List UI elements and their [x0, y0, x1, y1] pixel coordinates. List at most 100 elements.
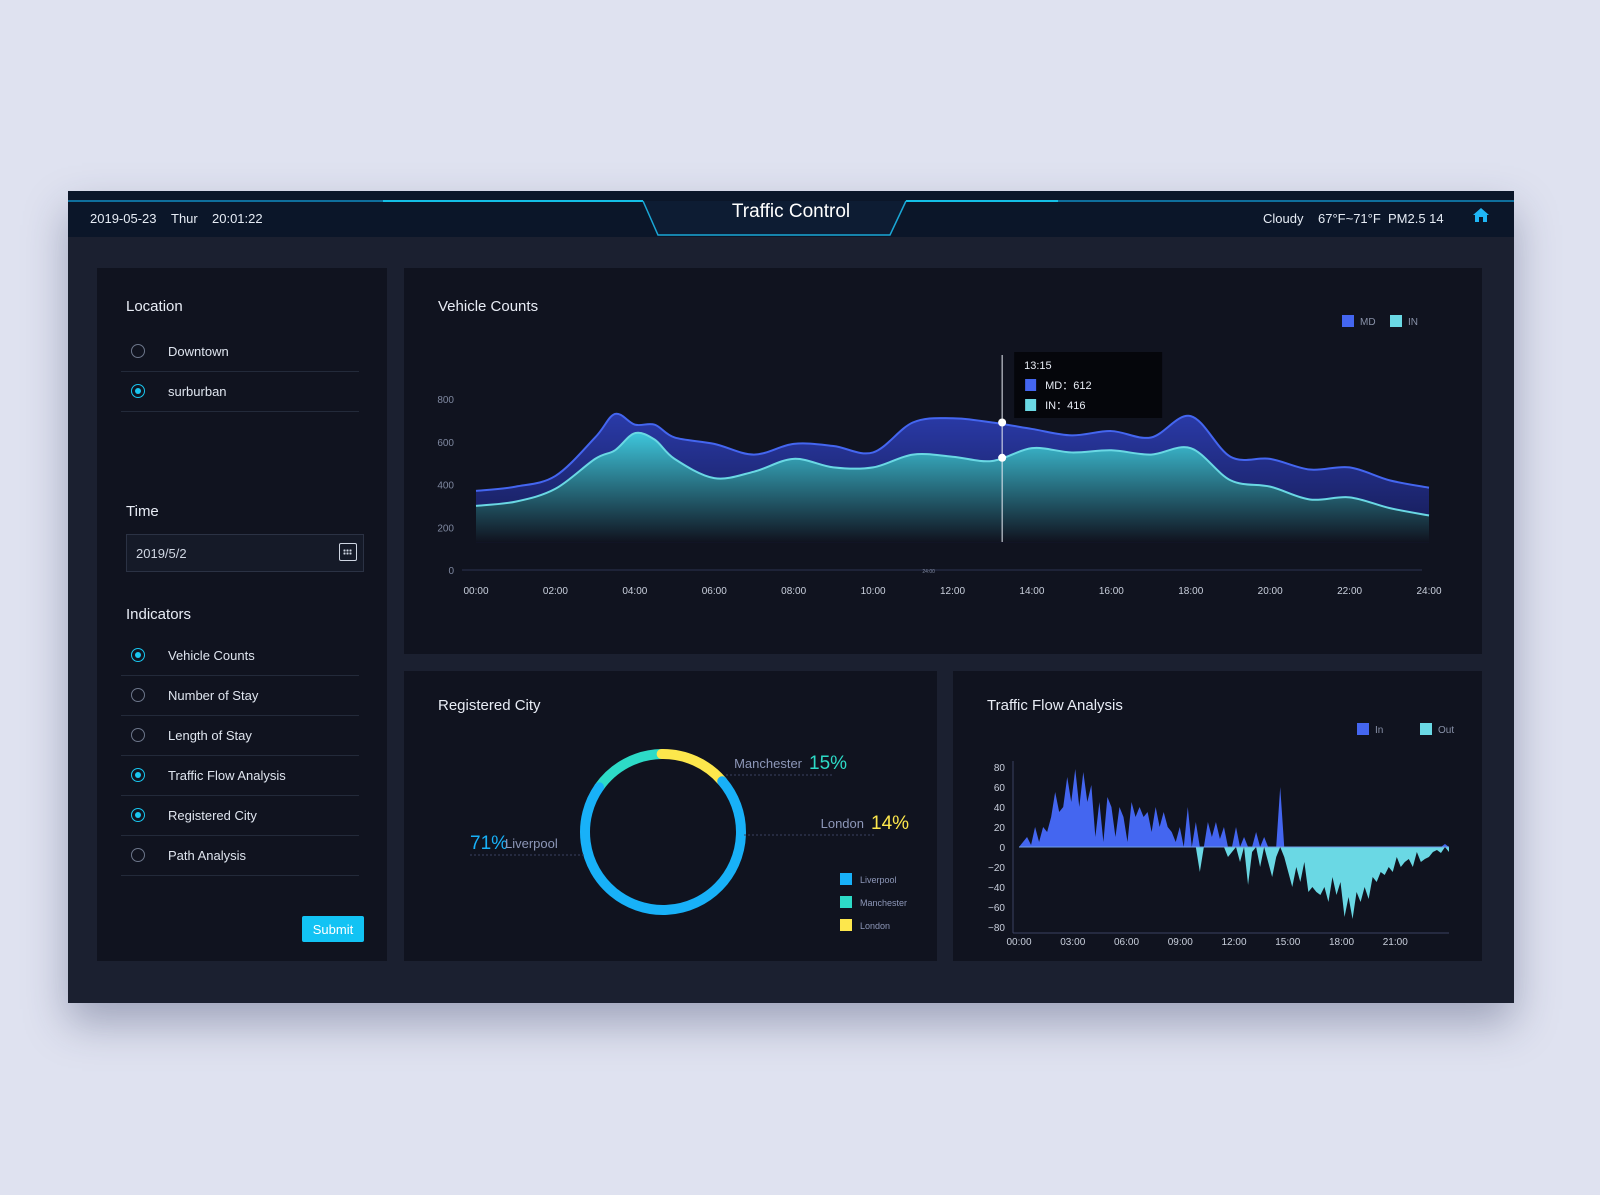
location-option-downtown[interactable]: Downtown	[121, 332, 359, 372]
x-tick-label: 15:00	[1275, 937, 1300, 948]
header-time: 20:01:22	[212, 211, 263, 226]
location-option-suburban[interactable]: surburban	[121, 372, 359, 412]
indicator-option[interactable]: Number of Stay	[121, 676, 359, 716]
page-title: Traffic Control	[731, 201, 851, 222]
option-label: surburban	[168, 384, 227, 399]
indicator-option[interactable]: Path Analysis	[121, 836, 359, 876]
header: 2019-05-23 Thur 20:01:22 Traffic Control…	[68, 191, 1514, 237]
legend-swatch	[840, 873, 852, 885]
y-tick-label: 400	[437, 481, 454, 492]
calendar-icon[interactable]	[339, 543, 357, 561]
y-tick-label: −40	[988, 883, 1005, 894]
y-tick-label: 800	[437, 395, 454, 406]
legend-in: IN	[1390, 315, 1418, 328]
vehicle-counts-title: Vehicle Counts	[438, 298, 539, 315]
x-tick-label: 16:00	[1099, 586, 1124, 597]
x-tick-label: 24:00	[1416, 586, 1441, 597]
donut-slice-manchester	[594, 749, 667, 793]
radio[interactable]	[131, 768, 145, 782]
y-tick-label: 200	[437, 523, 454, 534]
header-weekday: Thur	[171, 211, 198, 226]
x-tick-label: 21:00	[1383, 937, 1408, 948]
x-tick-label: 08:00	[781, 586, 806, 597]
legend-swatch	[1342, 315, 1354, 327]
x-tick-label: 03:00	[1060, 937, 1085, 948]
header-date: 2019-05-23	[90, 211, 157, 226]
option-label: Number of Stay	[168, 688, 259, 703]
temperature: 67°F~71°F	[1318, 211, 1381, 226]
indicator-option[interactable]: Vehicle Counts	[121, 636, 359, 676]
label-manchester: Manchester	[734, 756, 803, 771]
radio[interactable]	[131, 728, 145, 742]
tooltip-point-in	[998, 453, 1007, 462]
x-tick-label: 06:00	[1114, 937, 1139, 948]
indicator-option[interactable]: Traffic Flow Analysis	[121, 756, 359, 796]
tooltip-box	[1014, 352, 1163, 418]
pct-liverpool: 71%	[470, 833, 508, 854]
legend-out: Out	[1420, 723, 1454, 736]
traffic-flow-title: Traffic Flow Analysis	[987, 697, 1123, 714]
submit-button[interactable]: Submit	[302, 916, 364, 942]
y-tick-label: 40	[994, 803, 1006, 814]
date-input[interactable]: 2019/5/2	[126, 534, 364, 572]
radio[interactable]	[131, 688, 145, 702]
x-tick-label: 02:00	[543, 586, 568, 597]
legend-swatch	[1357, 723, 1369, 735]
area-in	[1019, 769, 1449, 847]
tooltip-swatch-in	[1025, 399, 1037, 411]
legend-label: In	[1375, 725, 1384, 736]
area-in	[476, 432, 1429, 543]
option-label: Registered City	[168, 808, 257, 823]
y-tick-label: 20	[994, 823, 1006, 834]
x-tick-label: 06:00	[702, 586, 727, 597]
y-tick-label: 0	[448, 566, 454, 577]
legend-swatch	[1420, 723, 1432, 735]
x-tick-label: 18:00	[1329, 937, 1354, 948]
radio[interactable]	[131, 648, 145, 662]
y-tick-label: 80	[994, 763, 1006, 774]
x-tick-label: 14:00	[1019, 586, 1044, 597]
indicators-title: Indicators	[126, 606, 192, 623]
legend-label: London	[860, 921, 890, 931]
x-tick-label: 22:00	[1337, 586, 1362, 597]
pct-manchester: 15%	[809, 753, 847, 774]
tooltip-md: MD：612	[1045, 380, 1091, 392]
x-tick-label: 04:00	[622, 586, 647, 597]
legend-swatch	[840, 919, 852, 931]
x-tick-label: 10:00	[861, 586, 886, 597]
area-out	[1019, 847, 1449, 919]
axis-note: 24:00	[922, 569, 935, 575]
y-tick-label: −20	[988, 863, 1005, 874]
donut-slice-liverpool	[580, 776, 746, 915]
tooltip: 13:15 MD：612 IN：416	[1014, 352, 1163, 418]
y-tick-label: −80	[988, 923, 1005, 934]
home-icon[interactable]	[1472, 207, 1490, 223]
line-in	[475, 431, 1430, 517]
option-label: Length of Stay	[168, 728, 252, 743]
line-md	[475, 412, 1430, 492]
radio[interactable]	[131, 808, 145, 822]
air-quality: PM2.5 14	[1388, 211, 1444, 226]
option-label: Vehicle Counts	[168, 648, 255, 663]
x-tick-label: 12:00	[1221, 937, 1246, 948]
legend-label: IN	[1408, 317, 1418, 328]
x-tick-label: 18:00	[1178, 586, 1203, 597]
traffic-flow-panel: Traffic Flow Analysis In Out 80 60 40 20 0 −2…	[953, 671, 1482, 961]
indicator-option[interactable]: Registered City	[121, 796, 359, 836]
vehicle-counts-chart: 0 200 400 600 800 24:00 00:00 02:00 04:00 06:00 08…	[437, 352, 1442, 597]
y-tick-label: 600	[437, 438, 454, 449]
x-tick-label: 20:00	[1258, 586, 1283, 597]
legend-swatch	[840, 896, 852, 908]
x-tick-label: 09:00	[1168, 937, 1193, 948]
time-title: Time	[126, 503, 159, 520]
indicator-option[interactable]: Length of Stay	[121, 716, 359, 756]
weather: Cloudy	[1263, 211, 1304, 226]
tooltip-point-md	[998, 418, 1007, 427]
radio[interactable]	[131, 384, 145, 398]
option-label: Traffic Flow Analysis	[168, 768, 286, 783]
option-label: Downtown	[168, 344, 229, 359]
radio[interactable]	[131, 344, 145, 358]
radio[interactable]	[131, 848, 145, 862]
legend-label: Liverpool	[860, 875, 897, 885]
